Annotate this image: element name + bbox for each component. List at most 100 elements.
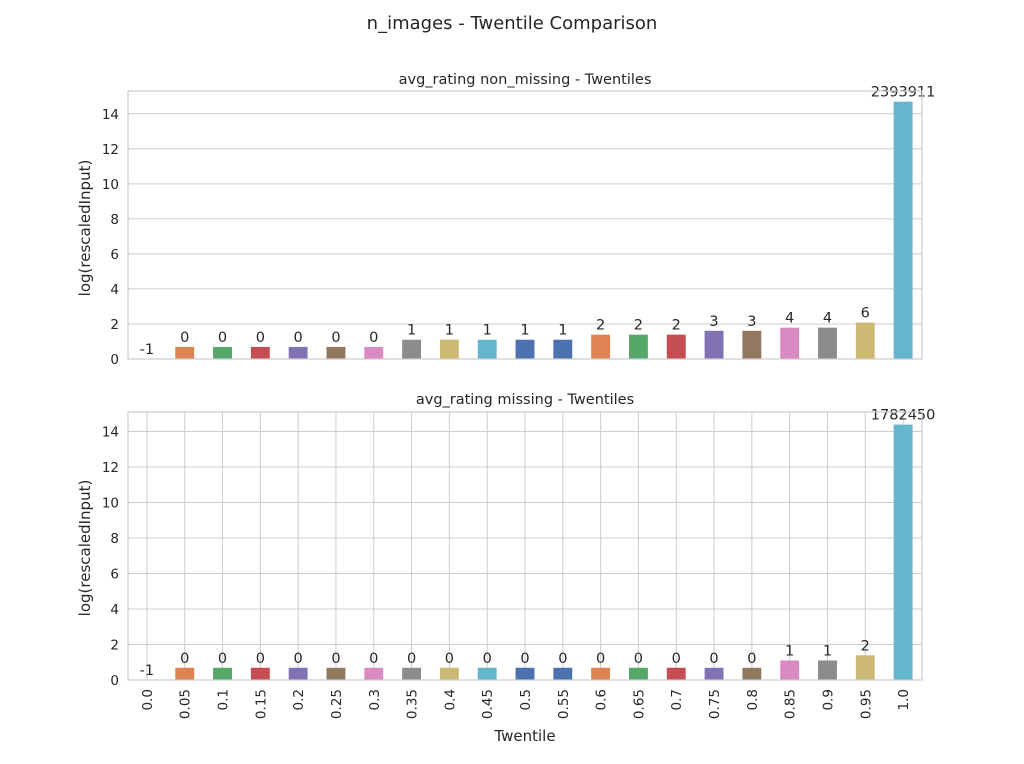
bar-0.05 <box>175 346 195 359</box>
bar-0.65 <box>628 334 648 359</box>
figure-title: n_images - Twentile Comparison <box>367 13 658 34</box>
bar-value-label: 0 <box>596 651 605 667</box>
y-tick-label: 0 <box>110 673 119 689</box>
bar-0.75 <box>704 330 724 359</box>
y-tick-label: 6 <box>110 567 119 583</box>
x-tick-labels: 0.0 0.05 0.1 0.15 0.2 0.25 0.3 0.35 0.4 0.45 0.5 0.… <box>140 689 912 719</box>
bar-value-label: 1 <box>558 323 567 339</box>
bar-1.0 <box>893 101 913 359</box>
bar-value-label: 0 <box>331 330 340 346</box>
bar-0.75 <box>704 667 724 680</box>
x-tick-label: 0.1 <box>216 689 232 710</box>
axes-frame <box>127 411 923 681</box>
bar-0.1 <box>213 667 232 680</box>
bar-value-label: 1 <box>445 323 454 339</box>
bar-0.4 <box>439 339 459 359</box>
y-tick-label: 10 <box>102 496 119 512</box>
bar-value-label: 2 <box>634 318 643 334</box>
x-tick-label: 0.05 <box>178 689 194 719</box>
y-tick-label: 2 <box>110 317 119 333</box>
bar-1.0 <box>893 424 913 680</box>
bar-0.7 <box>666 334 686 359</box>
bar-value-label: 0 <box>180 651 189 667</box>
bar-0.6 <box>591 334 611 359</box>
bar-value-label: 0 <box>483 651 492 667</box>
x-tick-label: 0.85 <box>783 689 799 719</box>
bar-value-label: 0 <box>294 330 303 346</box>
x-tick-label: 0.55 <box>556 689 572 719</box>
x-tick-label: 0.15 <box>253 689 269 719</box>
x-tick-label: 0.0 <box>140 689 156 710</box>
y-tick-label: 12 <box>102 142 119 158</box>
bar-0.6 <box>591 667 611 680</box>
y-tick-label: 4 <box>110 282 119 298</box>
bar-0.25 <box>326 346 346 359</box>
bar-value-label: 1 <box>407 323 416 339</box>
x-tick-label: 0.6 <box>594 689 610 710</box>
bar-value-label: 2 <box>861 638 870 654</box>
bar-value-label: 3 <box>747 314 756 330</box>
x-tick-label: 0.25 <box>329 689 345 719</box>
y-tick-label: 4 <box>110 602 119 618</box>
bar-0.45 <box>477 339 497 359</box>
bar-0.55 <box>553 667 573 680</box>
x-tick-label: 0.7 <box>669 689 685 710</box>
bar-value-label: 4 <box>785 311 794 327</box>
bar-0.35 <box>402 339 422 359</box>
bar-value-label: 0 <box>331 651 340 667</box>
x-tick-label: 0.2 <box>291 689 307 710</box>
panel-title: avg_rating missing - Twentiles <box>416 392 634 408</box>
bar-value-label: 1 <box>785 643 794 659</box>
bar-0.15 <box>250 346 270 359</box>
y-tick-label: 8 <box>110 212 119 228</box>
bar-value-label: 2 <box>672 318 681 334</box>
bar-value-label: 1 <box>823 643 832 659</box>
bar-value-label: 0 <box>218 330 227 346</box>
y-tick-label: 14 <box>102 425 119 441</box>
bar-value-label: 0 <box>407 651 416 667</box>
bar-0.7 <box>666 667 686 680</box>
bar-value-label: 0 <box>747 651 756 667</box>
bar-0.9 <box>818 660 837 680</box>
x-tick-label: 0.75 <box>707 689 723 719</box>
y-axis-label: log(rescaledInput) <box>76 160 94 297</box>
gridlines <box>128 113 922 360</box>
axes-frame <box>127 90 923 360</box>
bar-0.3 <box>364 346 384 359</box>
bar-0.05 <box>175 667 195 680</box>
bar-value-label: 2393911 <box>871 85 936 101</box>
bar-0.5 <box>515 667 535 680</box>
x-tick-label: 1.0 <box>896 689 912 710</box>
bar-0.1 <box>213 346 232 359</box>
bar-value-label: 0 <box>256 330 265 346</box>
y-axis-label: log(rescaledInput) <box>76 480 94 617</box>
y-tick-label: 2 <box>110 638 119 654</box>
bar-value-label: -1 <box>140 663 154 679</box>
bar-0.4 <box>439 667 459 680</box>
y-tick-label: 12 <box>102 460 119 476</box>
bar-value-label: 1782450 <box>871 408 936 424</box>
bar-value-label: 0 <box>672 651 681 667</box>
bar-0.65 <box>628 667 648 680</box>
x-tick-label: 0.4 <box>442 689 458 710</box>
bar-value-label: 0 <box>369 651 378 667</box>
bar-0.2 <box>288 667 308 680</box>
bar-0.5 <box>515 339 535 359</box>
y-tick-label: 14 <box>102 107 119 123</box>
x-tick-label: 0.8 <box>745 689 761 710</box>
panel-non-missing: avg_rating non_missing - Twentiles log(r… <box>76 72 935 368</box>
bar-value-label: 0 <box>294 651 303 667</box>
x-tick-label: 0.35 <box>405 689 421 719</box>
bar-0.35 <box>402 667 422 680</box>
gridlines <box>128 412 922 681</box>
x-tick-label: 0.9 <box>820 689 836 710</box>
bar-0.45 <box>477 667 497 680</box>
panel-missing: avg_rating missing - Twentiles log(resca… <box>76 392 935 689</box>
bar-0.55 <box>553 339 573 359</box>
bar-0.95 <box>855 322 875 359</box>
bar-value-label: 0 <box>445 651 454 667</box>
bar-value-label: 0 <box>709 651 718 667</box>
x-tick-label: 0.95 <box>858 689 874 719</box>
bar-value-label: 1 <box>520 323 529 339</box>
